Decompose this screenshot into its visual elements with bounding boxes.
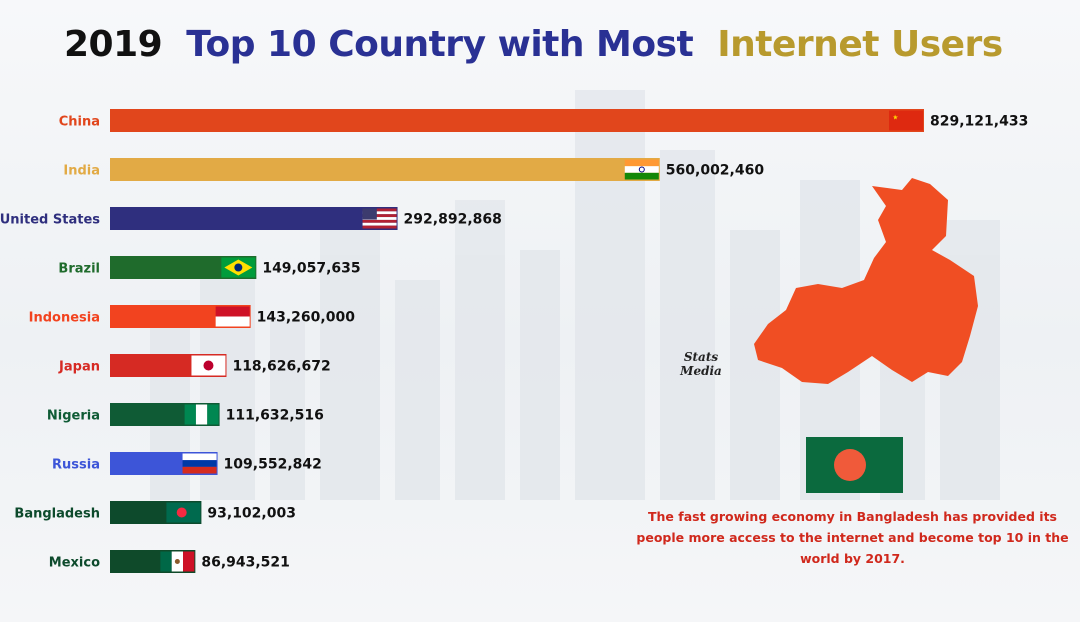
- value-label: 829,121,433: [930, 114, 1028, 130]
- value-label: 86,943,521: [201, 555, 290, 571]
- title-year: 2019: [64, 24, 163, 65]
- title-part2: Internet Users: [717, 24, 1003, 65]
- value-label: 149,057,635: [262, 261, 360, 277]
- category-label: United States: [0, 213, 100, 228]
- category-label: Russia: [52, 458, 100, 473]
- logo-line2: Media: [680, 364, 722, 378]
- category-label: Mexico: [49, 556, 100, 571]
- chart-title: 2019 Top 10 Country with Most Internet U…: [64, 24, 1015, 72]
- bangladesh-large-flag: [806, 437, 903, 493]
- japan-flag: [191, 355, 226, 376]
- value-label: 118,626,672: [232, 359, 330, 375]
- category-label: India: [63, 164, 100, 179]
- value-label: 109,552,842: [224, 457, 322, 473]
- category-label: Nigeria: [47, 409, 100, 424]
- bangladesh-map: [754, 178, 978, 384]
- india-flag: [624, 159, 659, 180]
- bar: [110, 256, 257, 279]
- category-label: China: [59, 115, 100, 130]
- china-flag: [889, 110, 923, 131]
- category-label: Bangladesh: [14, 507, 100, 522]
- value-label: 111,632,516: [226, 408, 324, 424]
- stats-media-logo: Stats Media: [670, 350, 732, 410]
- mexico-flag: [160, 551, 195, 572]
- title-part1: Top 10 Country with Most: [186, 24, 694, 65]
- value-label: 292,892,868: [404, 212, 502, 228]
- bangladesh-flag: [166, 502, 201, 523]
- category-label: Japan: [58, 360, 100, 375]
- value-label: 560,002,460: [666, 163, 765, 179]
- bar: [110, 207, 398, 230]
- brazil-flag: [221, 257, 256, 278]
- category-label: Indonesia: [29, 311, 100, 326]
- bangladesh-note: The fast growing economy in Bangladesh h…: [636, 509, 1069, 566]
- bar: [110, 109, 924, 132]
- bar-chart: China 829,121,433 India 560,002,460 United S…: [0, 109, 1028, 573]
- russia-flag: [182, 453, 217, 474]
- us-flag: [362, 208, 397, 229]
- value-label: 143,260,000: [257, 310, 356, 326]
- indonesia-flag: [215, 306, 250, 327]
- bar: [110, 158, 660, 181]
- category-label: Brazil: [58, 262, 100, 277]
- logo-line1: Stats: [683, 350, 719, 364]
- value-label: 93,102,003: [207, 506, 296, 522]
- bar: [110, 305, 251, 328]
- nigeria-flag: [184, 404, 219, 425]
